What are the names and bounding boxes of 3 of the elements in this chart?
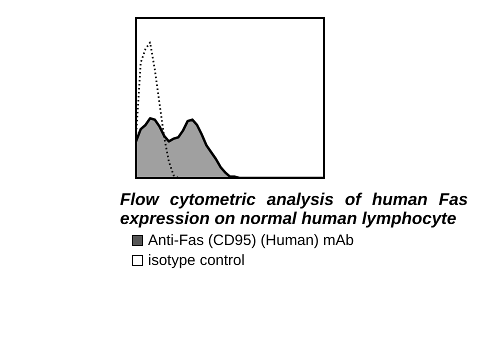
text: Flow cytometric analysis of human Fas expression on normal human lymphocyte [120, 190, 468, 228]
legend-label: isotype control [148, 252, 245, 269]
legend-label: Anti-Fas (CD95) (Human) mAb [148, 232, 354, 249]
